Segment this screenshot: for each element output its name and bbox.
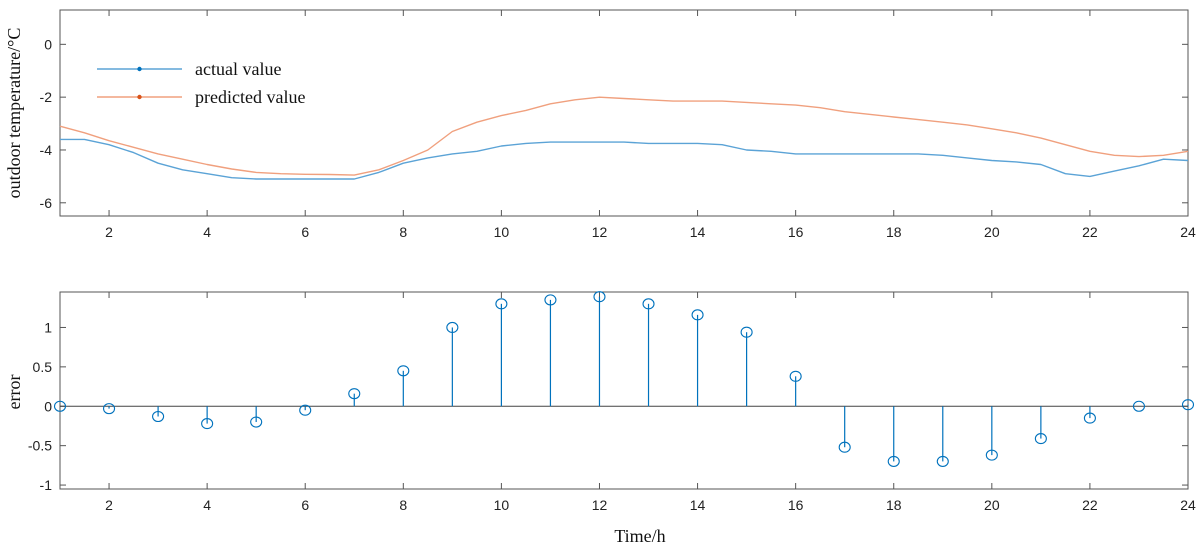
- stem-marker: [1181, 399, 1195, 411]
- bottom-xtick-label: 22: [1082, 497, 1098, 513]
- legend-label-actual: actual value: [195, 59, 281, 79]
- bottom-xtick-label: 2: [105, 497, 113, 513]
- stem-marker: [985, 449, 998, 461]
- top-ytick-label: -2: [40, 89, 53, 105]
- stem-marker: [348, 388, 361, 400]
- top-xtick-label: 14: [690, 224, 706, 240]
- bottom-xtick-label: 4: [203, 497, 211, 513]
- stem-marker: [740, 326, 753, 338]
- bottom-ytick-label: 1: [44, 319, 52, 335]
- stem-marker: [936, 455, 949, 467]
- top-xtick-label: 6: [301, 224, 309, 240]
- bottom-xtick-label: 24: [1180, 497, 1196, 513]
- top-xtick-label: 12: [592, 224, 608, 240]
- stem-marker: [887, 455, 900, 467]
- stem-marker: [1034, 433, 1047, 445]
- stem-marker: [495, 298, 508, 310]
- bottom-xtick-label: 16: [788, 497, 804, 513]
- bottom-xtick-label: 10: [494, 497, 510, 513]
- stem-marker: [397, 365, 410, 377]
- legend-marker-actual: [137, 66, 142, 72]
- top-ylabel: outdoor temperature/°C: [4, 28, 24, 199]
- stem-marker: [642, 298, 655, 310]
- top-xtick-label: 22: [1082, 224, 1098, 240]
- top-xtick-label: 18: [886, 224, 902, 240]
- top-xtick-label: 20: [984, 224, 1000, 240]
- stem-marker: [299, 404, 312, 416]
- top-plot: 0-2-4-6 2 4 6 8 10 12 14 16 18 20 22 24 outdoor tem…: [4, 9, 1196, 240]
- stem-marker: [446, 321, 459, 334]
- legend-label-predicted: predicted value: [195, 87, 305, 107]
- stem-marker: [201, 418, 214, 430]
- stem-marker: [1083, 412, 1096, 424]
- series-line-predicted: [59, 96, 1189, 176]
- stem-marker: [838, 441, 851, 453]
- bottom-ylabel: error: [4, 375, 24, 410]
- stem-marker: [1132, 400, 1146, 412]
- bottom-xtick-label: 6: [301, 497, 309, 513]
- bottom-ytick-label: -1: [40, 477, 53, 493]
- stem-marker: [544, 294, 557, 306]
- bottom-ytick-label: 0.5: [33, 359, 53, 375]
- top-xtick-label: 2: [105, 224, 113, 240]
- bottom-plot: 10.50-0.5-1 2 4 6 8 10 12 14 16 18 20 22 24 error T…: [4, 291, 1196, 546]
- stem-marker: [789, 370, 802, 382]
- top-xtick-label: 4: [203, 224, 211, 240]
- top-ytick-label: -4: [40, 142, 53, 158]
- top-xtick-label: 24: [1180, 224, 1196, 240]
- legend: actual value predicted value: [97, 59, 305, 107]
- legend-marker-predicted: [137, 94, 142, 100]
- stem-marker: [250, 416, 263, 428]
- stem-marker: [102, 403, 116, 415]
- top-ytick-label: 0: [44, 36, 52, 52]
- top-xtick-label: 10: [494, 224, 510, 240]
- bottom-xtick-label: 18: [886, 497, 902, 513]
- x-axis-label: Time/h: [614, 526, 665, 546]
- stem-marker: [593, 291, 606, 303]
- bottom-ytick-label: 0: [44, 398, 52, 414]
- top-plot-area: [59, 9, 1189, 217]
- top-xtick-label: 16: [788, 224, 804, 240]
- bottom-xtick-label: 20: [984, 497, 1000, 513]
- stem-marker: [691, 309, 704, 321]
- bottom-ytick-label: -0.5: [28, 438, 52, 454]
- bottom-xtick-label: 8: [399, 497, 407, 513]
- top-xtick-label: 8: [399, 224, 407, 240]
- series-line-actual: [60, 138, 1189, 180]
- bottom-xtick-label: 14: [690, 497, 706, 513]
- stem-marker: [152, 410, 165, 423]
- top-ytick-label: -6: [40, 195, 53, 211]
- stem-marker: [53, 400, 67, 412]
- bottom-xtick-label: 12: [592, 497, 608, 513]
- bottom-plot-area: [59, 291, 1189, 490]
